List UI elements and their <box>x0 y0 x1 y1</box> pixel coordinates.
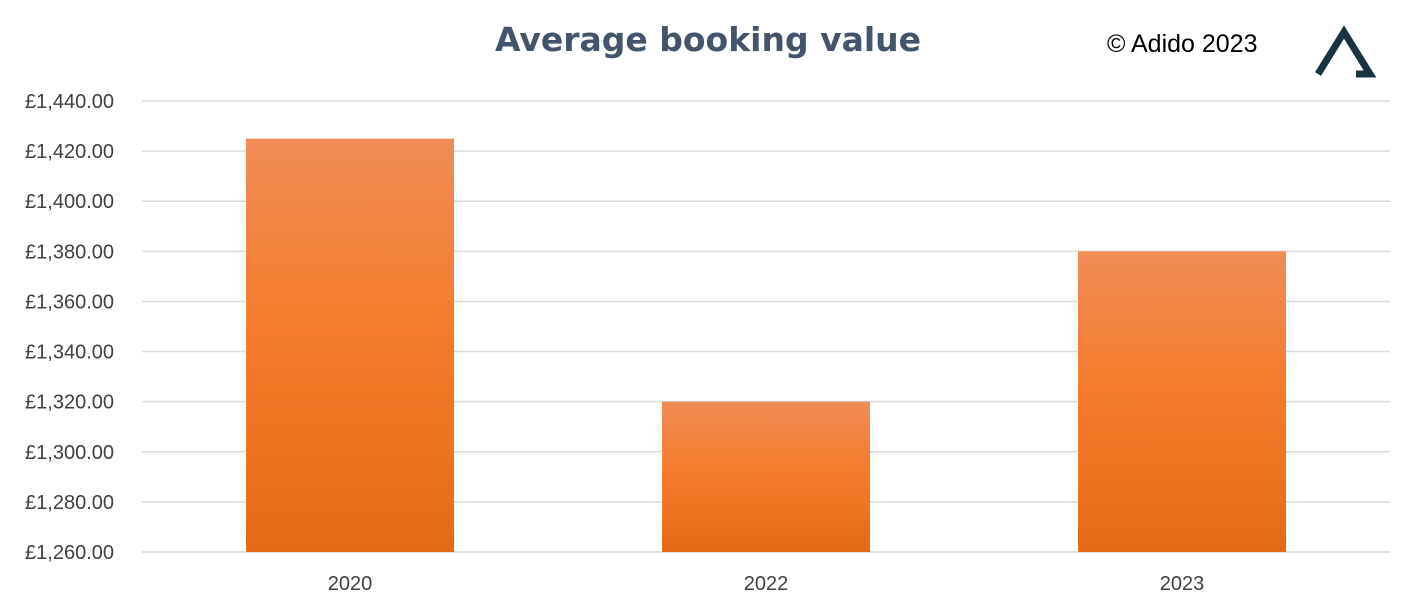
y-tick-label: £1,420.00 <box>25 141 114 163</box>
y-tick-label: £1,360.00 <box>25 291 114 313</box>
x-tick-label: 2022 <box>744 573 789 595</box>
y-tick-label: £1,440.00 <box>25 91 114 113</box>
bar-2022 <box>662 401 870 552</box>
y-tick-label: £1,260.00 <box>25 542 114 564</box>
x-tick-label: 2020 <box>328 573 373 595</box>
y-tick-label: £1,280.00 <box>25 492 114 514</box>
copyright-text: © Adido 2023 <box>1107 30 1258 58</box>
adido-logo-icon <box>1315 25 1376 78</box>
y-tick-label: £1,340.00 <box>25 342 114 364</box>
chart-title: Average booking value <box>494 20 922 59</box>
y-tick-label: £1,300.00 <box>25 442 114 464</box>
x-tick-label: 2023 <box>1160 573 1205 595</box>
y-tick-label: £1,380.00 <box>25 241 114 263</box>
y-tick-label: £1,320.00 <box>25 392 114 414</box>
y-tick-label: £1,400.00 <box>25 191 114 213</box>
bar-2023 <box>1078 251 1286 553</box>
bar-2020 <box>246 138 454 553</box>
